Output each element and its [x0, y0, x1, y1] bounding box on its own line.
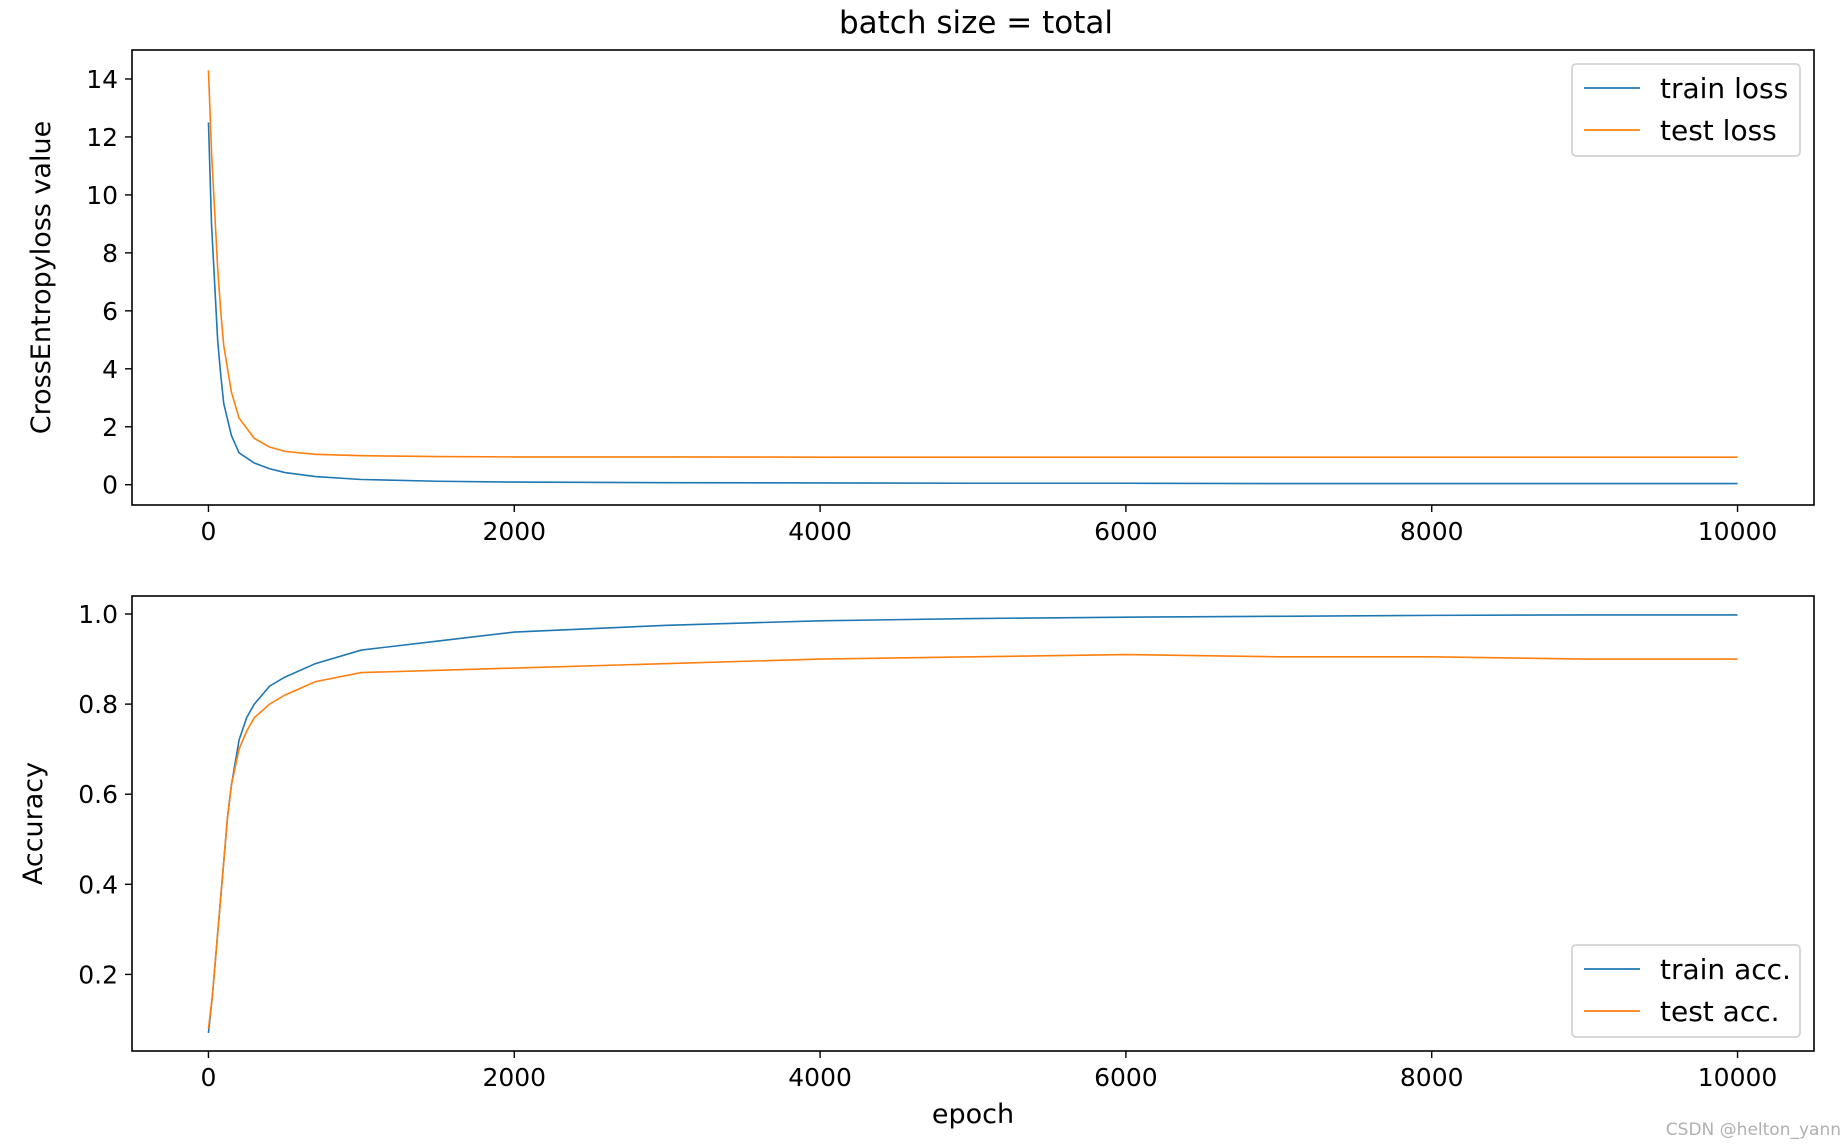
legend-box — [1571, 944, 1801, 1038]
y-tick-label: 0.8 — [78, 690, 118, 719]
series-line-test-loss — [207, 70, 1738, 458]
series-line-train-loss — [207, 122, 1738, 485]
legend-box — [1571, 63, 1801, 157]
y-tick-label: 1.0 — [78, 600, 118, 629]
x-tick-label: 4000 — [788, 1063, 852, 1092]
x-tick-label: 6000 — [1094, 517, 1158, 546]
y-tick-label: 2 — [102, 413, 118, 442]
x-tick-label: 10000 — [1698, 1063, 1778, 1092]
y-tick-label: 12 — [86, 123, 118, 152]
y-axis-label: CrossEntropyloss value — [26, 121, 57, 434]
loss-subplot: 0 2000 4000 6000 8000 10000 0 2 4 6 8 10 12 14 CrossEn… — [26, 49, 1815, 546]
legend-label: test acc. — [1660, 995, 1780, 1028]
x-tick-label: 6000 — [1094, 1063, 1158, 1092]
x-tick-label: 8000 — [1400, 1063, 1464, 1092]
y-tick-label: 6 — [102, 297, 118, 326]
chart-title: batch size = total — [839, 5, 1113, 41]
x-tick-label: 2000 — [482, 1063, 546, 1092]
y-tick-label: 0 — [102, 471, 118, 500]
y-tick-label: 0.2 — [78, 960, 118, 989]
legend-label: train loss — [1660, 72, 1788, 105]
x-tick-label: 2000 — [482, 517, 546, 546]
y-tick-label: 10 — [86, 181, 118, 210]
x-tick-label: 8000 — [1400, 517, 1464, 546]
x-axis-label: epoch — [932, 1099, 1014, 1130]
legend-label: test loss — [1660, 114, 1777, 147]
watermark: CSDN @helton_yann — [1665, 1120, 1841, 1140]
y-tick-label: 4 — [102, 355, 118, 384]
plot-frame — [131, 49, 1815, 506]
accuracy-subplot: 0 2000 4000 6000 8000 10000 0.2 0.4 0.6 0.8 1.0 Acc… — [18, 595, 1815, 1130]
legend-label: train acc. — [1660, 953, 1791, 986]
x-tick-label: 4000 — [788, 517, 852, 546]
y-tick-label: 14 — [86, 65, 118, 94]
y-tick-label: 0.4 — [78, 870, 118, 899]
y-tick-label: 0.6 — [78, 780, 118, 809]
x-tick-label: 0 — [201, 517, 217, 546]
x-tick-label: 10000 — [1698, 517, 1778, 546]
x-tick-label: 0 — [201, 1063, 217, 1092]
series-line-train-acc- — [207, 614, 1738, 1034]
plot-frame — [131, 595, 1815, 1052]
series-line-test-acc- — [207, 653, 1738, 1029]
y-tick-label: 8 — [102, 239, 118, 268]
y-axis-label: Accuracy — [18, 762, 49, 885]
